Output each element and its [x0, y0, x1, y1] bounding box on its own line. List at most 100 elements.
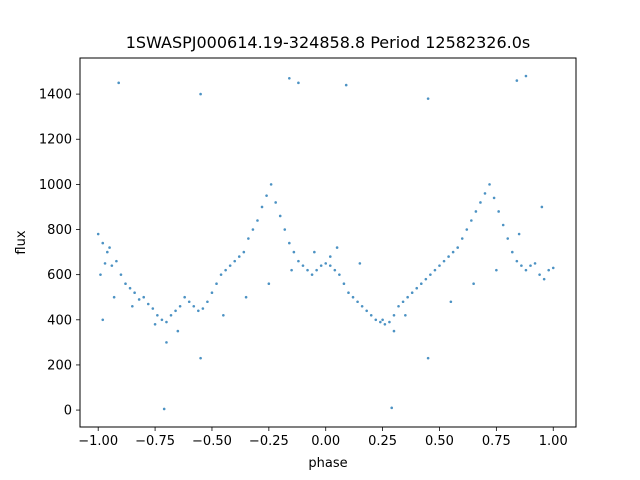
data-point: [106, 250, 109, 254]
data-point: [456, 246, 459, 249]
data-point: [131, 304, 134, 308]
data-point: [99, 273, 102, 276]
data-point: [328, 264, 332, 267]
data-point: [397, 304, 400, 308]
data-point: [328, 255, 332, 258]
data-point: [338, 273, 341, 276]
data-point: [128, 286, 132, 290]
data-point: [510, 250, 514, 254]
y-tick-label: 1000: [39, 178, 72, 193]
x-tick-label: −0.25: [249, 434, 289, 449]
data-point: [470, 219, 473, 222]
data-point: [356, 300, 359, 304]
data-point: [301, 264, 305, 267]
data-point: [451, 250, 455, 254]
data-point: [406, 295, 409, 299]
data-point: [297, 259, 300, 263]
data-point: [187, 300, 191, 304]
x-tick-label: 1.00: [539, 434, 568, 449]
data-point: [351, 295, 355, 299]
chart-title: 1SWASPJ000614.19-324858.8 Period 1258232…: [126, 33, 531, 52]
x-tick-label: −1.00: [78, 434, 118, 449]
data-point: [101, 241, 105, 245]
y-tick-label: 800: [47, 223, 72, 238]
data-point: [324, 262, 328, 265]
data-point: [538, 273, 541, 276]
data-point: [342, 282, 346, 285]
data-point: [306, 268, 309, 272]
y-tick-label: 400: [47, 313, 72, 328]
data-point: [438, 264, 441, 267]
data-point: [165, 341, 168, 344]
x-axis-label: phase: [308, 456, 347, 471]
data-point: [410, 291, 414, 295]
data-point: [101, 318, 105, 322]
data-point: [492, 196, 496, 200]
data-point: [228, 264, 232, 267]
data-point: [115, 259, 118, 263]
data-point: [124, 282, 127, 285]
plot-points: [96, 74, 555, 411]
plot-frame: [79, 57, 577, 428]
y-axis-label: flux: [14, 230, 29, 254]
data-point: [165, 320, 168, 324]
data-point: [260, 205, 264, 209]
data-point: [335, 246, 339, 249]
y-tick-label: 1200: [39, 133, 72, 148]
data-point: [237, 255, 241, 258]
data-point: [465, 228, 469, 231]
data-point: [288, 241, 291, 245]
data-point: [429, 273, 432, 276]
data-point: [460, 237, 464, 240]
data-point: [267, 282, 271, 285]
x-axis: −1.00 −0.75 −0.50 −0.25 0.00 0.25 0.50 0.75 1.00: [78, 427, 568, 449]
data-point: [374, 318, 378, 322]
data-point: [415, 286, 419, 290]
data-point: [520, 264, 523, 267]
data-point: [156, 313, 159, 317]
data-point: [524, 74, 528, 78]
data-point: [283, 228, 287, 231]
y-axis: 0 200 400 600 800 1000 1200 1400: [39, 88, 80, 419]
data-point: [183, 295, 186, 299]
data-point: [199, 356, 202, 360]
data-point: [151, 307, 155, 310]
data-point: [447, 255, 450, 258]
data-point: [251, 228, 255, 231]
data-point: [392, 329, 396, 333]
data-point: [388, 320, 391, 324]
data-point: [426, 97, 430, 100]
data-point: [103, 262, 107, 265]
data-point: [474, 210, 478, 213]
data-point: [390, 406, 394, 410]
data-point: [506, 237, 510, 240]
data-point: [169, 313, 173, 317]
data-point: [392, 313, 396, 317]
data-point: [479, 201, 482, 204]
data-point: [488, 183, 491, 186]
data-point: [524, 268, 528, 272]
data-point: [358, 262, 362, 265]
y-tick-label: 200: [47, 358, 72, 373]
data-point: [197, 309, 200, 313]
data-point: [292, 250, 296, 254]
data-point: [160, 318, 164, 322]
data-point: [110, 264, 114, 267]
data-point: [108, 246, 111, 249]
data-point: [344, 83, 348, 87]
y-tick-label: 0: [64, 404, 72, 419]
data-point: [153, 323, 157, 326]
x-tick-label: 0.00: [311, 434, 340, 449]
data-point: [360, 304, 364, 308]
data-point: [419, 282, 423, 285]
data-point: [501, 223, 505, 227]
data-point: [517, 232, 521, 236]
data-point: [495, 268, 498, 272]
data-point: [117, 81, 120, 85]
data-point: [233, 259, 237, 263]
data-point: [347, 291, 350, 295]
data-point: [449, 300, 453, 304]
x-tick-label: 0.25: [368, 434, 397, 449]
data-point: [515, 79, 519, 82]
data-point: [365, 309, 368, 313]
